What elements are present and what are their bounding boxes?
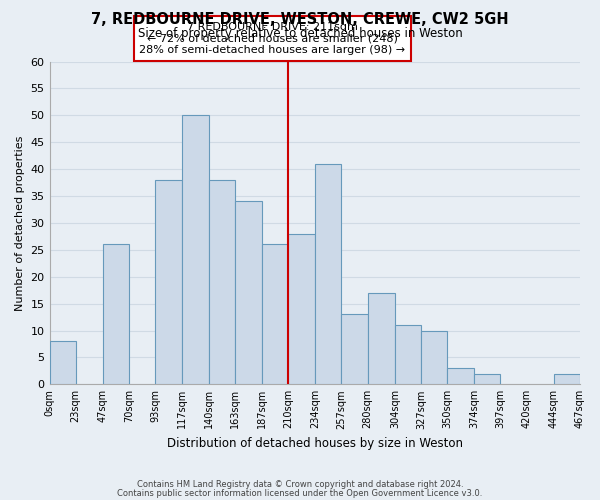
Bar	[288, 234, 316, 384]
Bar	[209, 180, 235, 384]
Bar	[155, 180, 182, 384]
Bar	[103, 244, 129, 384]
Y-axis label: Number of detached properties: Number of detached properties	[15, 135, 25, 310]
Bar	[368, 293, 395, 384]
Bar	[182, 116, 209, 384]
Bar	[421, 330, 447, 384]
Text: 7 REDBOURNE DRIVE: 211sqm
← 72% of detached houses are smaller (248)
28% of semi: 7 REDBOURNE DRIVE: 211sqm ← 72% of detac…	[139, 22, 406, 55]
Text: 7, REDBOURNE DRIVE, WESTON, CREWE, CW2 5GH: 7, REDBOURNE DRIVE, WESTON, CREWE, CW2 5…	[91, 12, 509, 28]
Bar	[475, 374, 500, 384]
Bar	[341, 314, 368, 384]
Bar	[50, 342, 76, 384]
Bar	[447, 368, 475, 384]
Text: Contains public sector information licensed under the Open Government Licence v3: Contains public sector information licen…	[118, 488, 482, 498]
X-axis label: Distribution of detached houses by size in Weston: Distribution of detached houses by size …	[167, 437, 463, 450]
Bar	[395, 325, 421, 384]
Text: Size of property relative to detached houses in Weston: Size of property relative to detached ho…	[137, 28, 463, 40]
Bar	[554, 374, 580, 384]
Text: Contains HM Land Registry data © Crown copyright and database right 2024.: Contains HM Land Registry data © Crown c…	[137, 480, 463, 489]
Bar	[235, 202, 262, 384]
Bar	[316, 164, 341, 384]
Bar	[262, 244, 288, 384]
